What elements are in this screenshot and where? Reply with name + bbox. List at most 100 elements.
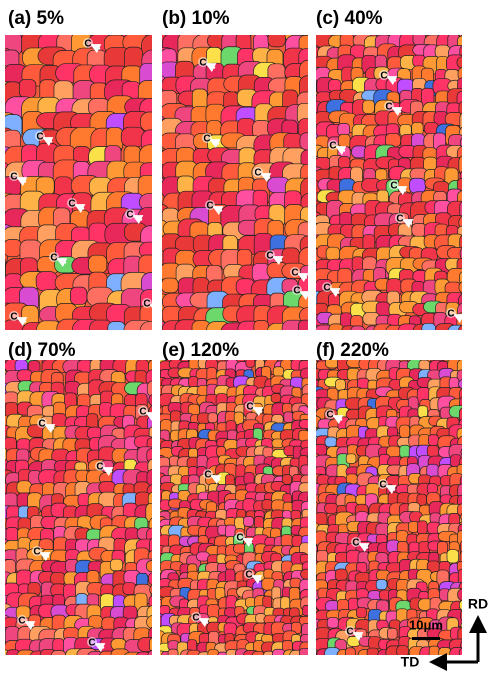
grain [435, 45, 450, 58]
marker-label: C [266, 251, 273, 262]
grain [336, 379, 346, 390]
grain [458, 324, 479, 342]
ebsd-map [149, 349, 328, 669]
grain [243, 517, 253, 527]
grain [329, 324, 343, 340]
grain [299, 648, 310, 657]
marker-label: C [293, 286, 300, 297]
grain [149, 573, 162, 585]
grain [325, 437, 337, 447]
marker-label: C [206, 201, 213, 212]
grain [86, 349, 104, 362]
grain [387, 628, 397, 639]
grain [227, 430, 237, 441]
panel-label: (c) 40% [316, 8, 383, 29]
marker-label: C [352, 538, 359, 549]
grain [413, 24, 427, 36]
marker-label: C [33, 547, 40, 558]
marker-label: C [50, 253, 57, 264]
grain [459, 648, 473, 662]
grain [335, 569, 347, 581]
grain [459, 282, 473, 293]
grain [427, 445, 439, 457]
grain [436, 21, 453, 32]
grain [108, 322, 126, 345]
grain [168, 649, 178, 660]
grain [425, 22, 441, 37]
marker-label: C [18, 616, 25, 627]
grain [162, 278, 179, 293]
grain [137, 447, 155, 464]
marker-label: C [245, 570, 252, 581]
marker-label: C [447, 309, 454, 320]
grain [447, 550, 459, 563]
marker-label: C [96, 462, 103, 473]
grain [461, 446, 478, 457]
grain [300, 368, 317, 379]
grain [0, 518, 3, 536]
grain [0, 95, 3, 111]
grain [461, 512, 477, 523]
grain [449, 406, 467, 418]
grain [417, 521, 427, 534]
marker-label: C [88, 638, 95, 649]
grain [114, 346, 133, 358]
marker-label: C [236, 533, 243, 544]
grain [284, 412, 293, 423]
grain [418, 406, 428, 418]
grain [460, 137, 476, 156]
marker-label: C [192, 613, 199, 624]
grain [461, 639, 477, 653]
marker-label: C [291, 268, 298, 279]
grain [327, 617, 338, 628]
grain [346, 454, 356, 464]
grain [439, 349, 452, 359]
grain [301, 569, 317, 579]
grain [356, 607, 366, 617]
figure: (a) 5%CCCCCCCC(b) 10%CCCCCCC(c) 40%CCCCC… [0, 0, 490, 671]
grain [447, 247, 466, 259]
grain [413, 32, 425, 45]
panel-label: (e) 120% [162, 340, 239, 361]
scale-bar [412, 637, 440, 640]
td-label: TD [401, 654, 420, 670]
grain [238, 18, 254, 36]
grain [90, 16, 112, 37]
marker-label: C [204, 470, 211, 481]
grain [53, 639, 64, 661]
grain [439, 648, 451, 660]
grain [246, 358, 255, 367]
grain [271, 394, 281, 403]
grain [428, 435, 438, 446]
grain [460, 475, 474, 489]
scale-label: 10μm [409, 617, 443, 632]
grain [450, 648, 466, 667]
grain [99, 482, 116, 494]
grain [303, 605, 312, 615]
grain [151, 643, 162, 654]
grain [460, 248, 474, 260]
marker-label: C [36, 132, 43, 143]
grain [189, 377, 199, 387]
grain [146, 503, 162, 522]
grain [0, 639, 4, 654]
grain [308, 493, 317, 505]
grain [340, 313, 352, 335]
marker-label: C [143, 299, 150, 310]
rd-label: RD [468, 596, 488, 612]
grain [363, 100, 375, 113]
grain [457, 57, 473, 68]
grain [409, 178, 425, 193]
grain [0, 361, 5, 378]
grain [70, 287, 86, 304]
grain [427, 484, 437, 494]
grain [400, 425, 410, 438]
marker-label: C [380, 71, 387, 82]
grain [51, 650, 65, 671]
grain [0, 255, 5, 280]
grain [376, 580, 387, 590]
marker-label: C [396, 214, 403, 225]
grain [208, 649, 219, 660]
grain [254, 320, 269, 342]
grain [0, 16, 2, 47]
